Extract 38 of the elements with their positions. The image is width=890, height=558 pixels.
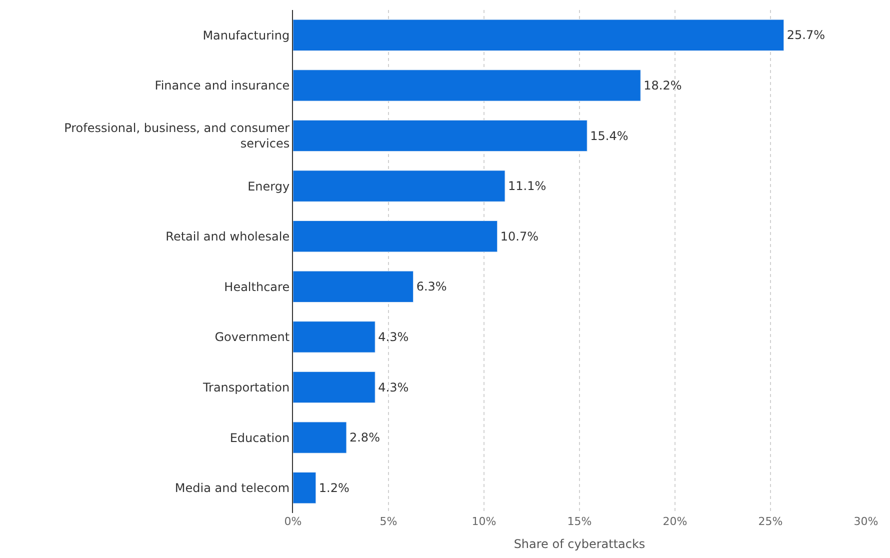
x-tick-label: 5% (380, 515, 398, 528)
bar (293, 220, 498, 252)
data-label: 1.2% (318, 480, 350, 495)
y-tick-label: Transportation (202, 380, 290, 394)
y-tick-label: Education (230, 430, 290, 445)
data-label: 6.3% (416, 280, 447, 294)
x-axis-title: Share of cyberattacks (514, 536, 646, 551)
data-label: 18.2% (644, 78, 682, 92)
bar (293, 472, 316, 504)
bar (293, 19, 784, 51)
data-label: 4.3% (378, 380, 409, 394)
bar (293, 170, 506, 202)
bar (293, 422, 347, 454)
y-tick-label: Energy (248, 179, 290, 194)
x-tick-label: 0% (284, 515, 302, 528)
y-tick-label: Finance and insurance (154, 78, 290, 93)
data-label: 11.1% (508, 179, 546, 194)
x-tick-label: 25% (758, 515, 783, 528)
x-tick-label: 20% (662, 515, 688, 528)
y-tick-label: Retail and wholesale (166, 230, 290, 244)
bar (293, 70, 641, 102)
y-tick-label: Professional, business, and consumer services (64, 121, 290, 151)
y-tick-label: Healthcare (224, 280, 290, 294)
data-label: 15.4% (590, 128, 628, 143)
bar (293, 120, 588, 152)
data-label: 4.3% (378, 330, 409, 344)
x-tick-label: 10% (472, 515, 496, 528)
bar (293, 371, 376, 404)
y-tick-label: Manufacturing (202, 28, 290, 42)
y-tick-label: Government (214, 330, 290, 344)
bar (293, 321, 376, 353)
x-tick-label: 15% (567, 515, 592, 528)
x-tick-label: 30% (854, 515, 878, 528)
y-tick-label: Media and telecom (174, 481, 290, 496)
data-label: 25.7% (786, 28, 825, 42)
data-label: 10.7% (500, 229, 538, 244)
bar (293, 270, 414, 302)
data-label: 2.8% (349, 430, 380, 445)
